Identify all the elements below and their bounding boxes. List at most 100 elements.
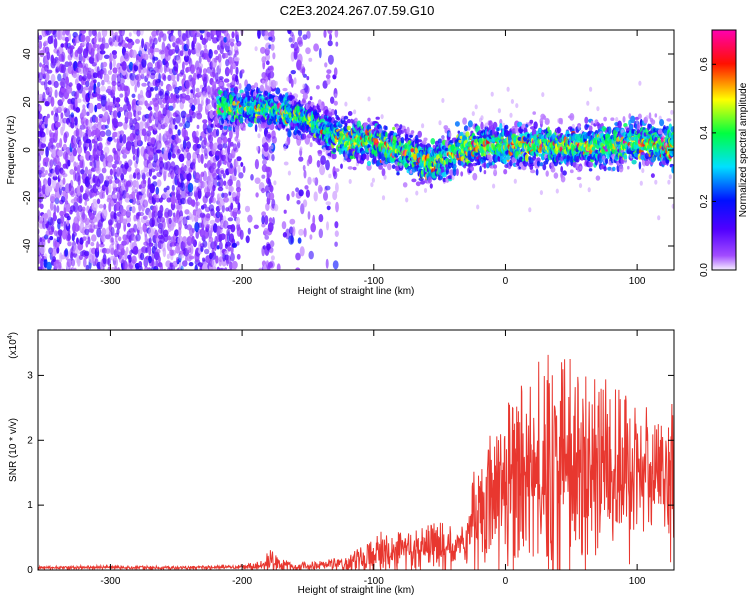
spectrogram-cell — [96, 198, 101, 205]
spectrogram-cell — [60, 214, 65, 224]
spectrogram-cell — [142, 199, 149, 208]
spectrogram-cell — [64, 131, 69, 139]
spectrogram-cell — [305, 189, 310, 198]
spectrogram-cell — [292, 226, 296, 237]
spectrogram-cell — [270, 144, 274, 150]
spectrogram-cell — [105, 124, 109, 129]
spectrogram-cell — [131, 41, 135, 46]
spectrogram-cell — [51, 225, 55, 233]
spectrogram-cell — [152, 98, 159, 108]
spectrogram-cell — [131, 206, 136, 214]
spectrogram-cell — [90, 221, 95, 232]
spectrogram-cell — [254, 124, 258, 133]
spectrogram-cell — [46, 261, 52, 270]
spectrogram-cell — [385, 125, 388, 131]
spectrogram-cell — [385, 131, 388, 138]
spectrogram-cell — [235, 31, 240, 39]
spectrogram-cell — [203, 163, 208, 169]
spectrogram-cell — [153, 37, 158, 45]
spectrogram-cell — [535, 168, 539, 176]
spectrogram-cell — [236, 241, 240, 246]
spectrogram-cell — [128, 254, 132, 263]
spectrogram-cell — [121, 209, 127, 217]
spectrogram-cell — [141, 128, 147, 137]
spectrogram-cell — [85, 224, 88, 229]
spectrogram-cell — [427, 176, 432, 184]
spectrogram-cell — [96, 102, 102, 110]
spectrogram-cell — [65, 76, 69, 86]
spectrogram-cell — [76, 98, 82, 103]
spectrogram-cell — [96, 241, 100, 253]
spectrogram-cell — [97, 44, 101, 50]
spectrogram-cell — [132, 245, 139, 255]
spectrogram-cell — [353, 109, 357, 115]
spectrogram-cell — [202, 170, 207, 182]
spectrogram-cell — [302, 164, 306, 172]
spectrogram-cell — [115, 97, 121, 103]
spectrogram-cell — [421, 123, 425, 129]
spectrogram-cell — [79, 140, 82, 146]
spectrogram-cell — [54, 127, 59, 139]
spectrogram-cell — [148, 237, 152, 244]
spectrogram-cell — [75, 90, 80, 99]
spectrogram-cell — [62, 177, 66, 185]
spectrogram-cell — [335, 41, 339, 47]
spectrogram-cell — [312, 214, 316, 226]
spectrogram-cell — [230, 224, 236, 233]
spectrogram-cell — [374, 138, 379, 144]
spectrogram-cell — [98, 204, 104, 209]
spectrogram-cell — [54, 197, 60, 205]
spectrogram-cell — [221, 149, 226, 156]
spectrogram-cell — [62, 30, 66, 36]
spectrogram-cell — [138, 211, 145, 217]
spectrogram-cell — [247, 214, 253, 223]
spectrogram-cell — [136, 172, 141, 180]
spectrogram-cell — [75, 107, 81, 113]
spectrogram-cell — [107, 70, 112, 75]
spectrogram-cell — [166, 185, 170, 191]
spectrogram-cell — [98, 173, 104, 184]
spectrogram-cell — [268, 217, 273, 223]
spectrogram-cell — [196, 73, 203, 78]
spectrogram-cell — [235, 66, 239, 76]
spectrogram-cell — [135, 38, 140, 44]
chart-title: C2E3.2024.267.07.59.G10 — [280, 3, 435, 18]
spectrogram-cell — [182, 236, 187, 243]
spectrogram-cell — [113, 212, 117, 220]
spectrogram-cell — [297, 237, 302, 244]
spectrogram-cell — [229, 38, 235, 43]
spectrogram-cell — [298, 156, 304, 162]
spectrogram-cell — [85, 129, 89, 137]
spectrogram-cell — [127, 159, 133, 167]
spectrogram-cell — [211, 167, 217, 177]
spectrogram-cell — [227, 217, 234, 222]
spectrogram-cell — [215, 255, 219, 264]
spectrogram-cell — [415, 181, 421, 187]
spectrogram-cell — [46, 209, 52, 220]
spectrogram-cell — [219, 124, 223, 131]
spectrogram-cell — [162, 33, 167, 42]
spectrogram-cell — [102, 253, 107, 265]
spectrogram-cell — [235, 216, 241, 225]
spectrogram-cell — [235, 74, 239, 83]
spectrogram-cell — [287, 130, 292, 138]
spectrogram-cell — [68, 82, 73, 87]
spectrogram-cell — [303, 227, 307, 238]
spectrogram-cell — [192, 164, 196, 176]
spectrogram-cell — [286, 193, 290, 201]
spectrogram-cell — [60, 169, 66, 176]
spectrogram-cell — [295, 252, 301, 261]
spectrogram-cell — [210, 265, 217, 270]
spectrogram-cell — [296, 200, 301, 205]
spectrogram-cell — [334, 221, 339, 229]
spectrogram-cell — [119, 130, 125, 136]
spectrogram-cell — [67, 159, 71, 167]
spectrogram-cell — [387, 163, 392, 171]
spectrogram-cell — [51, 110, 54, 116]
spectrogram-cell — [504, 124, 509, 130]
spectrogram-cell — [289, 95, 295, 100]
spectrogram-cell — [178, 122, 184, 127]
spectrogram-cell — [105, 129, 112, 137]
spectrogram-cell — [496, 127, 500, 132]
spectrogram-cell — [57, 30, 63, 41]
